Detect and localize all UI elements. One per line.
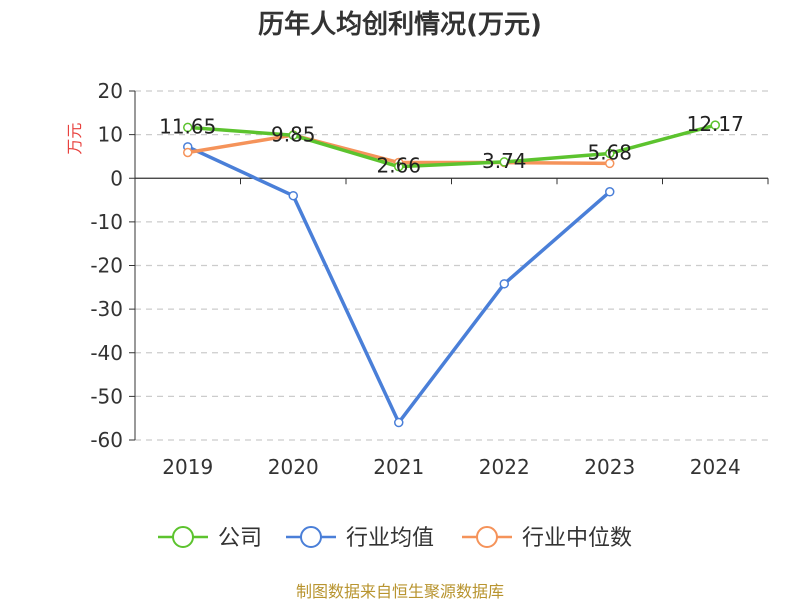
data-label: 3.74	[482, 149, 527, 173]
data-label: 11.65	[159, 114, 216, 138]
y-tick-label: -40	[90, 341, 123, 365]
data-point	[183, 147, 193, 158]
y-tick-label: -20	[90, 254, 123, 278]
x-tick-label: 2024	[690, 455, 741, 479]
legend-label: 公司	[218, 526, 262, 551]
data-label: 9.85	[271, 122, 316, 146]
y-tick-label: 10	[98, 123, 123, 147]
y-tick-label: -30	[90, 297, 123, 321]
series-line	[187, 145, 611, 425]
legend-marker	[172, 526, 194, 548]
x-tick-label: 2023	[584, 455, 635, 479]
grid-lines	[135, 90, 768, 441]
data-point	[394, 417, 404, 428]
y-tick-label: 0	[110, 166, 123, 190]
data-label: 12.17	[687, 112, 744, 136]
data-point	[288, 130, 298, 141]
y-tick-label: -60	[90, 428, 123, 452]
series-line	[187, 123, 716, 169]
data-labels: 11.65 9.85 2.66 3.74 5.68 12.17	[159, 112, 744, 177]
data-point	[605, 187, 615, 197]
legend-marker	[476, 526, 498, 548]
data-label: 2.66	[376, 154, 421, 178]
x-tick-label: 2022	[479, 455, 530, 479]
data-point	[288, 190, 298, 201]
data-point	[499, 279, 509, 289]
legend-label: 行业均值	[346, 526, 434, 551]
legend-label: 行业中位数	[522, 526, 632, 551]
y-axis-label: 万元	[65, 123, 84, 155]
x-tick-label: 2021	[373, 455, 424, 479]
data-point	[605, 158, 615, 169]
source-note: 制图数据来自恒生聚源数据库	[295, 582, 504, 601]
data-label: 5.68	[587, 140, 632, 164]
axes: 20 10 0 -10 -20 -30 -40 -50 -60 2019 2020 2021 2022 2…	[65, 79, 769, 479]
chart-title: 历年人均创利情况(万元)	[258, 10, 542, 40]
x-tick-label: 2019	[162, 455, 213, 479]
series-lines	[183, 120, 720, 428]
data-point	[499, 157, 509, 167]
data-point	[605, 148, 615, 159]
data-point	[394, 161, 404, 172]
legend: 公司 行业均值 行业中位数	[158, 526, 632, 551]
x-tick-label: 2020	[268, 455, 319, 479]
data-point	[710, 120, 720, 130]
y-tick-label: 20	[98, 79, 123, 103]
legend-marker	[300, 526, 322, 548]
data-point	[183, 122, 193, 133]
y-tick-label: -50	[90, 384, 123, 408]
y-tick-label: -10	[90, 210, 123, 234]
